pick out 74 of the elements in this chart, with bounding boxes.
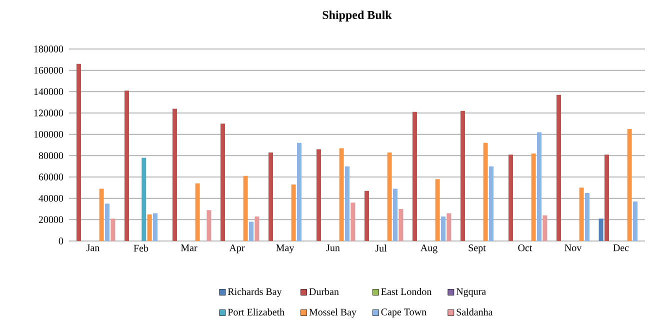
bar bbox=[435, 179, 440, 242]
x-tick-label: Aug bbox=[420, 244, 438, 254]
bar bbox=[249, 222, 254, 242]
bar bbox=[483, 142, 488, 242]
bar bbox=[220, 124, 226, 242]
x-tick-label: Oct bbox=[518, 244, 532, 252]
bar bbox=[398, 209, 404, 242]
bar bbox=[598, 218, 604, 242]
y-tick-label: 180000 bbox=[34, 46, 64, 52]
y-tick-label: 120000 bbox=[34, 110, 64, 116]
bar bbox=[99, 188, 104, 242]
bar bbox=[393, 188, 398, 242]
x-tick-label: Jun bbox=[326, 244, 340, 252]
bar bbox=[110, 218, 116, 242]
bar bbox=[585, 193, 590, 242]
x-tick-label: Feb bbox=[134, 244, 148, 252]
bar bbox=[206, 210, 212, 242]
legend-label: Cape Town bbox=[381, 308, 426, 318]
legend-label: East London bbox=[381, 288, 432, 296]
bar bbox=[195, 183, 200, 242]
bar bbox=[604, 154, 610, 242]
bar bbox=[345, 166, 350, 242]
bar bbox=[316, 149, 322, 242]
x-tick-label: Apr bbox=[229, 244, 245, 254]
bar bbox=[542, 215, 548, 242]
y-tick-label: 40000 bbox=[38, 194, 64, 202]
bar bbox=[147, 214, 152, 242]
x-tick-label: Sept bbox=[468, 244, 486, 254]
bar bbox=[633, 202, 638, 242]
legend-label: Mossel Bay bbox=[309, 308, 356, 318]
bar bbox=[76, 64, 82, 242]
bar bbox=[579, 188, 584, 242]
y-tick-label: 0 bbox=[58, 238, 64, 244]
legend-label: Port Elizabeth bbox=[228, 308, 284, 316]
bar bbox=[364, 190, 370, 242]
bar bbox=[446, 213, 452, 242]
y-tick-label: 100000 bbox=[34, 130, 64, 138]
legend-label: Durban bbox=[309, 288, 339, 296]
x-tick-label: Nov bbox=[564, 244, 582, 252]
bar bbox=[531, 154, 536, 242]
bar bbox=[153, 213, 158, 242]
legend-label: Richards Bay bbox=[228, 288, 282, 298]
x-tick-label: Jul bbox=[375, 244, 387, 252]
bar bbox=[243, 176, 248, 242]
bar bbox=[254, 216, 260, 242]
y-tick-label: 160000 bbox=[34, 66, 64, 74]
y-tick-label: 20000 bbox=[38, 216, 64, 224]
bar bbox=[489, 166, 494, 242]
legend-label: Ngqura bbox=[456, 288, 486, 297]
bar bbox=[350, 202, 356, 242]
x-tick-label: Jan bbox=[86, 244, 100, 252]
y-tick-label: 60000 bbox=[38, 174, 64, 180]
bar bbox=[627, 129, 632, 242]
bar bbox=[537, 132, 542, 242]
y-tick-label: 80000 bbox=[38, 152, 64, 160]
bar bbox=[268, 152, 274, 242]
bar bbox=[441, 216, 446, 242]
bar bbox=[124, 90, 130, 242]
bar bbox=[387, 152, 392, 242]
bar bbox=[172, 108, 178, 242]
bar bbox=[460, 110, 466, 242]
bar bbox=[291, 184, 296, 242]
bar bbox=[412, 112, 418, 242]
x-tick-label: Mar bbox=[180, 244, 198, 252]
bar bbox=[297, 142, 302, 242]
bar bbox=[556, 94, 562, 242]
x-tick-label: May bbox=[276, 244, 294, 254]
x-tick-label: Dec bbox=[613, 244, 629, 252]
bar bbox=[508, 154, 513, 242]
chart-title: Shipped Bulk bbox=[322, 10, 392, 22]
bar bbox=[105, 204, 110, 242]
legend-label: Saldanha bbox=[456, 308, 493, 316]
y-tick-label: 140000 bbox=[34, 88, 64, 96]
bar bbox=[339, 148, 344, 242]
